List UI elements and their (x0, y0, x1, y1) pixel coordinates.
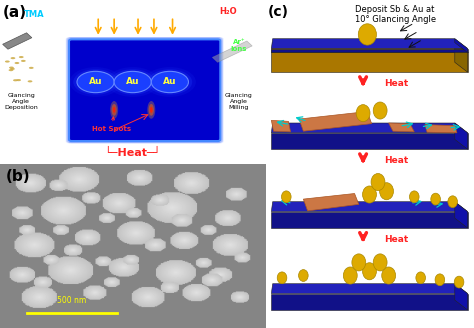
Polygon shape (272, 202, 467, 212)
Ellipse shape (448, 196, 457, 208)
Ellipse shape (27, 80, 32, 82)
Ellipse shape (371, 174, 385, 191)
Polygon shape (272, 294, 467, 310)
Polygon shape (272, 123, 467, 133)
Ellipse shape (435, 274, 445, 286)
Ellipse shape (113, 107, 116, 113)
Ellipse shape (21, 60, 26, 62)
Ellipse shape (352, 254, 366, 271)
Ellipse shape (380, 183, 393, 200)
Text: H₂O: H₂O (219, 7, 237, 16)
Ellipse shape (19, 56, 24, 58)
Ellipse shape (107, 67, 159, 97)
Ellipse shape (363, 186, 376, 203)
Ellipse shape (111, 104, 117, 116)
Text: Deposit Sb & Au at
10° Glancing Angle: Deposit Sb & Au at 10° Glancing Angle (355, 5, 436, 24)
Ellipse shape (363, 263, 376, 280)
Text: Ar⁺
Ions: Ar⁺ Ions (231, 39, 247, 52)
Polygon shape (272, 284, 467, 294)
Text: Heat: Heat (384, 235, 409, 244)
Text: Glancing
Angle
Milling: Glancing Angle Milling (225, 93, 253, 110)
Ellipse shape (29, 67, 34, 69)
Ellipse shape (416, 272, 426, 284)
Ellipse shape (373, 254, 387, 271)
Text: Heat: Heat (384, 156, 409, 165)
Ellipse shape (373, 102, 387, 119)
Text: (c): (c) (267, 5, 288, 19)
Text: Au: Au (163, 77, 177, 86)
Polygon shape (212, 41, 252, 62)
Ellipse shape (70, 67, 121, 97)
Polygon shape (272, 212, 467, 228)
Polygon shape (425, 125, 457, 133)
Ellipse shape (10, 57, 15, 59)
Polygon shape (299, 112, 372, 131)
Text: (b): (b) (5, 169, 30, 184)
Ellipse shape (9, 69, 13, 71)
Text: Hot Spots: Hot Spots (92, 117, 131, 132)
Polygon shape (455, 202, 467, 228)
Ellipse shape (15, 62, 19, 64)
Ellipse shape (358, 24, 376, 45)
Text: Glancing
Angle
Deposition: Glancing Angle Deposition (4, 93, 38, 110)
Text: Au: Au (126, 77, 139, 86)
FancyBboxPatch shape (69, 39, 220, 141)
Text: Au: Au (89, 77, 102, 86)
Ellipse shape (13, 79, 18, 81)
Ellipse shape (343, 267, 357, 284)
Ellipse shape (150, 107, 153, 113)
Polygon shape (3, 33, 32, 49)
Ellipse shape (147, 69, 192, 95)
Ellipse shape (77, 71, 114, 92)
Polygon shape (272, 133, 467, 149)
Polygon shape (389, 123, 414, 132)
Polygon shape (272, 52, 467, 72)
Polygon shape (455, 39, 467, 52)
Ellipse shape (282, 191, 291, 203)
Ellipse shape (151, 71, 189, 92)
Ellipse shape (114, 71, 151, 92)
Text: 500 nm: 500 nm (57, 296, 86, 305)
Polygon shape (272, 120, 291, 132)
Ellipse shape (356, 105, 370, 122)
Ellipse shape (454, 276, 464, 288)
Polygon shape (272, 39, 467, 49)
Ellipse shape (110, 69, 155, 95)
Ellipse shape (382, 267, 396, 284)
Polygon shape (455, 43, 467, 72)
Ellipse shape (431, 193, 440, 205)
Ellipse shape (5, 60, 10, 63)
Ellipse shape (149, 104, 154, 116)
Polygon shape (272, 49, 467, 52)
Text: └─Heat─┘: └─Heat─┘ (104, 148, 161, 157)
Ellipse shape (16, 79, 21, 81)
Ellipse shape (410, 191, 419, 203)
Text: (a): (a) (3, 5, 27, 20)
Text: TMA: TMA (24, 10, 45, 19)
Text: Heat: Heat (384, 79, 409, 88)
Ellipse shape (10, 68, 15, 70)
Polygon shape (303, 194, 359, 211)
Polygon shape (272, 43, 467, 52)
Ellipse shape (110, 101, 118, 119)
Polygon shape (455, 123, 467, 149)
Ellipse shape (9, 67, 14, 69)
Ellipse shape (299, 270, 308, 281)
Ellipse shape (73, 69, 118, 95)
Polygon shape (455, 284, 467, 310)
Ellipse shape (144, 67, 196, 97)
Ellipse shape (147, 101, 155, 119)
Ellipse shape (277, 272, 287, 284)
